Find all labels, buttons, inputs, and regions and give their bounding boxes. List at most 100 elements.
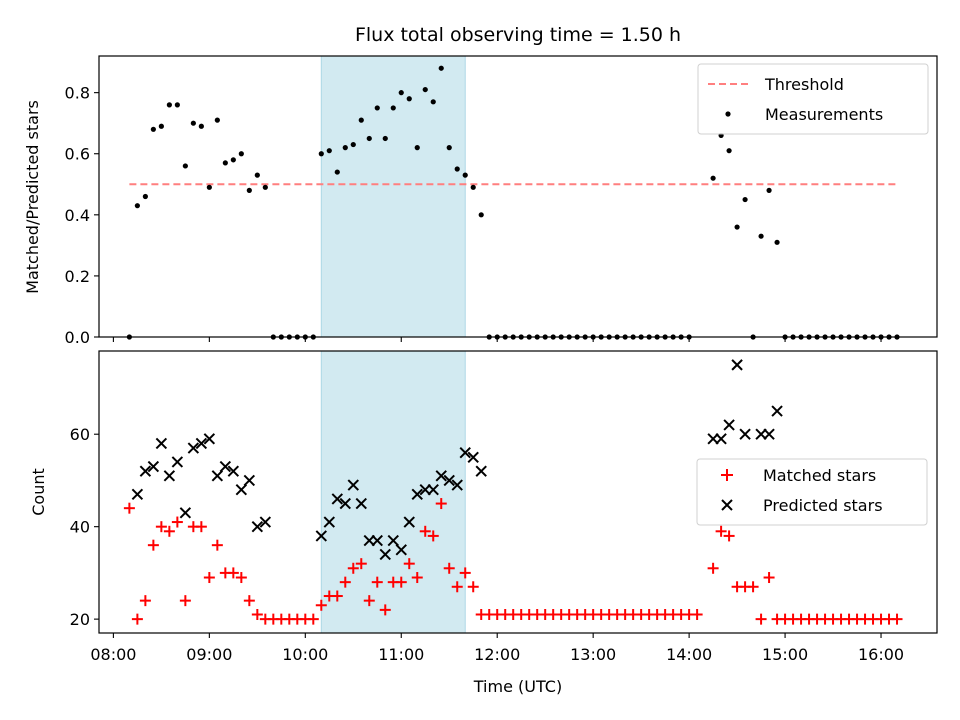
measurement-point	[166, 102, 172, 108]
predicted-star-point	[443, 474, 455, 487]
bottom-predicted-points	[131, 359, 783, 561]
measurement-point	[230, 157, 236, 163]
top-axes-frame	[98, 55, 938, 338]
predicted-star-point	[339, 497, 351, 510]
predicted-star-point	[371, 534, 383, 547]
x-tick-label: 10:00	[282, 645, 328, 664]
predicted-star-point	[467, 451, 479, 464]
bottom-shaded-span	[320, 350, 466, 634]
matched-star-point	[139, 595, 151, 607]
x-tick-label: 08:00	[90, 645, 136, 664]
predicted-star-point	[723, 419, 735, 431]
matched-star-point	[707, 562, 719, 574]
x-tick-label: 13:00	[570, 645, 616, 664]
bottom-x-ticks: 08:00 09:00 10:00 11:00 12:00 13:00 14:00 15:00…	[90, 633, 904, 664]
matched-star-point	[891, 613, 903, 625]
matched-star-point	[379, 604, 391, 616]
matched-star-point	[411, 572, 423, 584]
measurement-point	[262, 184, 268, 190]
x-tick-label: 11:00	[378, 645, 424, 664]
top-legend-box	[697, 63, 929, 135]
matched-star-point	[315, 599, 327, 611]
predicted-star-point	[139, 465, 152, 477]
predicted-star-point	[435, 470, 447, 482]
x-tick-label: 16:00	[858, 645, 904, 664]
y-tick-label: 0.0	[65, 328, 90, 347]
measurement-point	[198, 123, 204, 129]
predicted-star-point	[163, 470, 176, 482]
chart-title: Flux total observing time = 1.50 h	[355, 24, 681, 46]
measurement-point	[422, 86, 428, 93]
measurement-point	[374, 105, 380, 111]
matched-star-point	[459, 567, 471, 579]
measurement-point	[206, 184, 212, 190]
measurement-point	[398, 90, 404, 96]
matched-star-point	[403, 558, 415, 570]
predicted-star-point	[715, 433, 727, 445]
matched-star-point	[715, 525, 727, 537]
x-tick-label: 14:00	[666, 645, 712, 664]
matched-star-point	[307, 613, 319, 625]
predicted-star-point	[763, 428, 775, 440]
measurement-point	[238, 151, 244, 157]
matched-star-point	[355, 558, 367, 570]
observing-window-span	[320, 55, 466, 338]
measurement-point	[438, 65, 444, 71]
top-panel: 0.00.20.40.60.8 Matched/Predicted stars …	[23, 55, 938, 347]
measurement-point	[342, 145, 348, 151]
predicted-star-point	[259, 516, 272, 528]
measurement-point	[174, 102, 180, 108]
matched-star-point	[467, 581, 479, 593]
top-shaded-span	[320, 55, 466, 338]
matched-star-point	[747, 581, 759, 593]
measurement-point	[246, 187, 252, 193]
measurement-point	[414, 145, 420, 151]
matched-star-point	[763, 572, 775, 584]
bottom-y-axis-label: Count	[29, 468, 48, 516]
measurement-point	[142, 193, 148, 200]
x-tick-label: 09:00	[186, 645, 232, 664]
measurement-point	[726, 148, 732, 154]
matched-star-point	[419, 525, 431, 537]
legend-measurements-label: Measurements	[765, 105, 883, 124]
y-tick-label: 20	[70, 610, 90, 629]
predicted-star-point	[203, 433, 216, 445]
matched-star-point	[123, 502, 135, 514]
matched-star-point	[691, 609, 703, 621]
measurement-point	[366, 135, 372, 142]
y-tick-label: 60	[70, 425, 90, 444]
x-tick-label: 15:00	[762, 645, 808, 664]
predicted-star-point	[459, 446, 471, 459]
bottom-y-ticks: 20 40 60	[70, 425, 99, 629]
measurement-point	[334, 169, 340, 175]
bottom-axes-frame	[98, 350, 938, 634]
measurement-point	[774, 239, 780, 245]
matched-star-point	[347, 562, 359, 574]
legend-predicted-swatch	[721, 499, 733, 511]
measurement-point	[462, 172, 468, 178]
predicted-star-point	[243, 474, 256, 487]
y-tick-label: 0.4	[65, 206, 90, 225]
measurement-point	[358, 117, 364, 123]
measurement-point	[190, 120, 196, 126]
measurement-point	[134, 203, 140, 209]
matched-star-point	[243, 595, 255, 607]
predicted-star-point	[131, 488, 144, 501]
y-tick-label: 0.2	[65, 267, 90, 286]
predicted-star-point	[195, 437, 208, 450]
matched-star-point	[395, 576, 407, 588]
predicted-star-point	[211, 470, 224, 482]
measurement-point	[406, 96, 412, 102]
predicted-star-point	[147, 460, 160, 473]
matched-star-point	[203, 572, 215, 584]
matched-star-point	[755, 613, 767, 625]
predicted-star-point	[731, 359, 743, 371]
measurement-point	[254, 172, 260, 178]
matched-star-point	[443, 562, 455, 574]
top-y-axis-label: Matched/Predicted stars	[23, 100, 42, 294]
x-axis-label: Time (UTC)	[473, 677, 562, 696]
matched-star-point	[171, 516, 183, 528]
predicted-star-point	[451, 479, 463, 491]
measurement-point	[158, 123, 164, 129]
matched-star-point	[163, 525, 175, 537]
